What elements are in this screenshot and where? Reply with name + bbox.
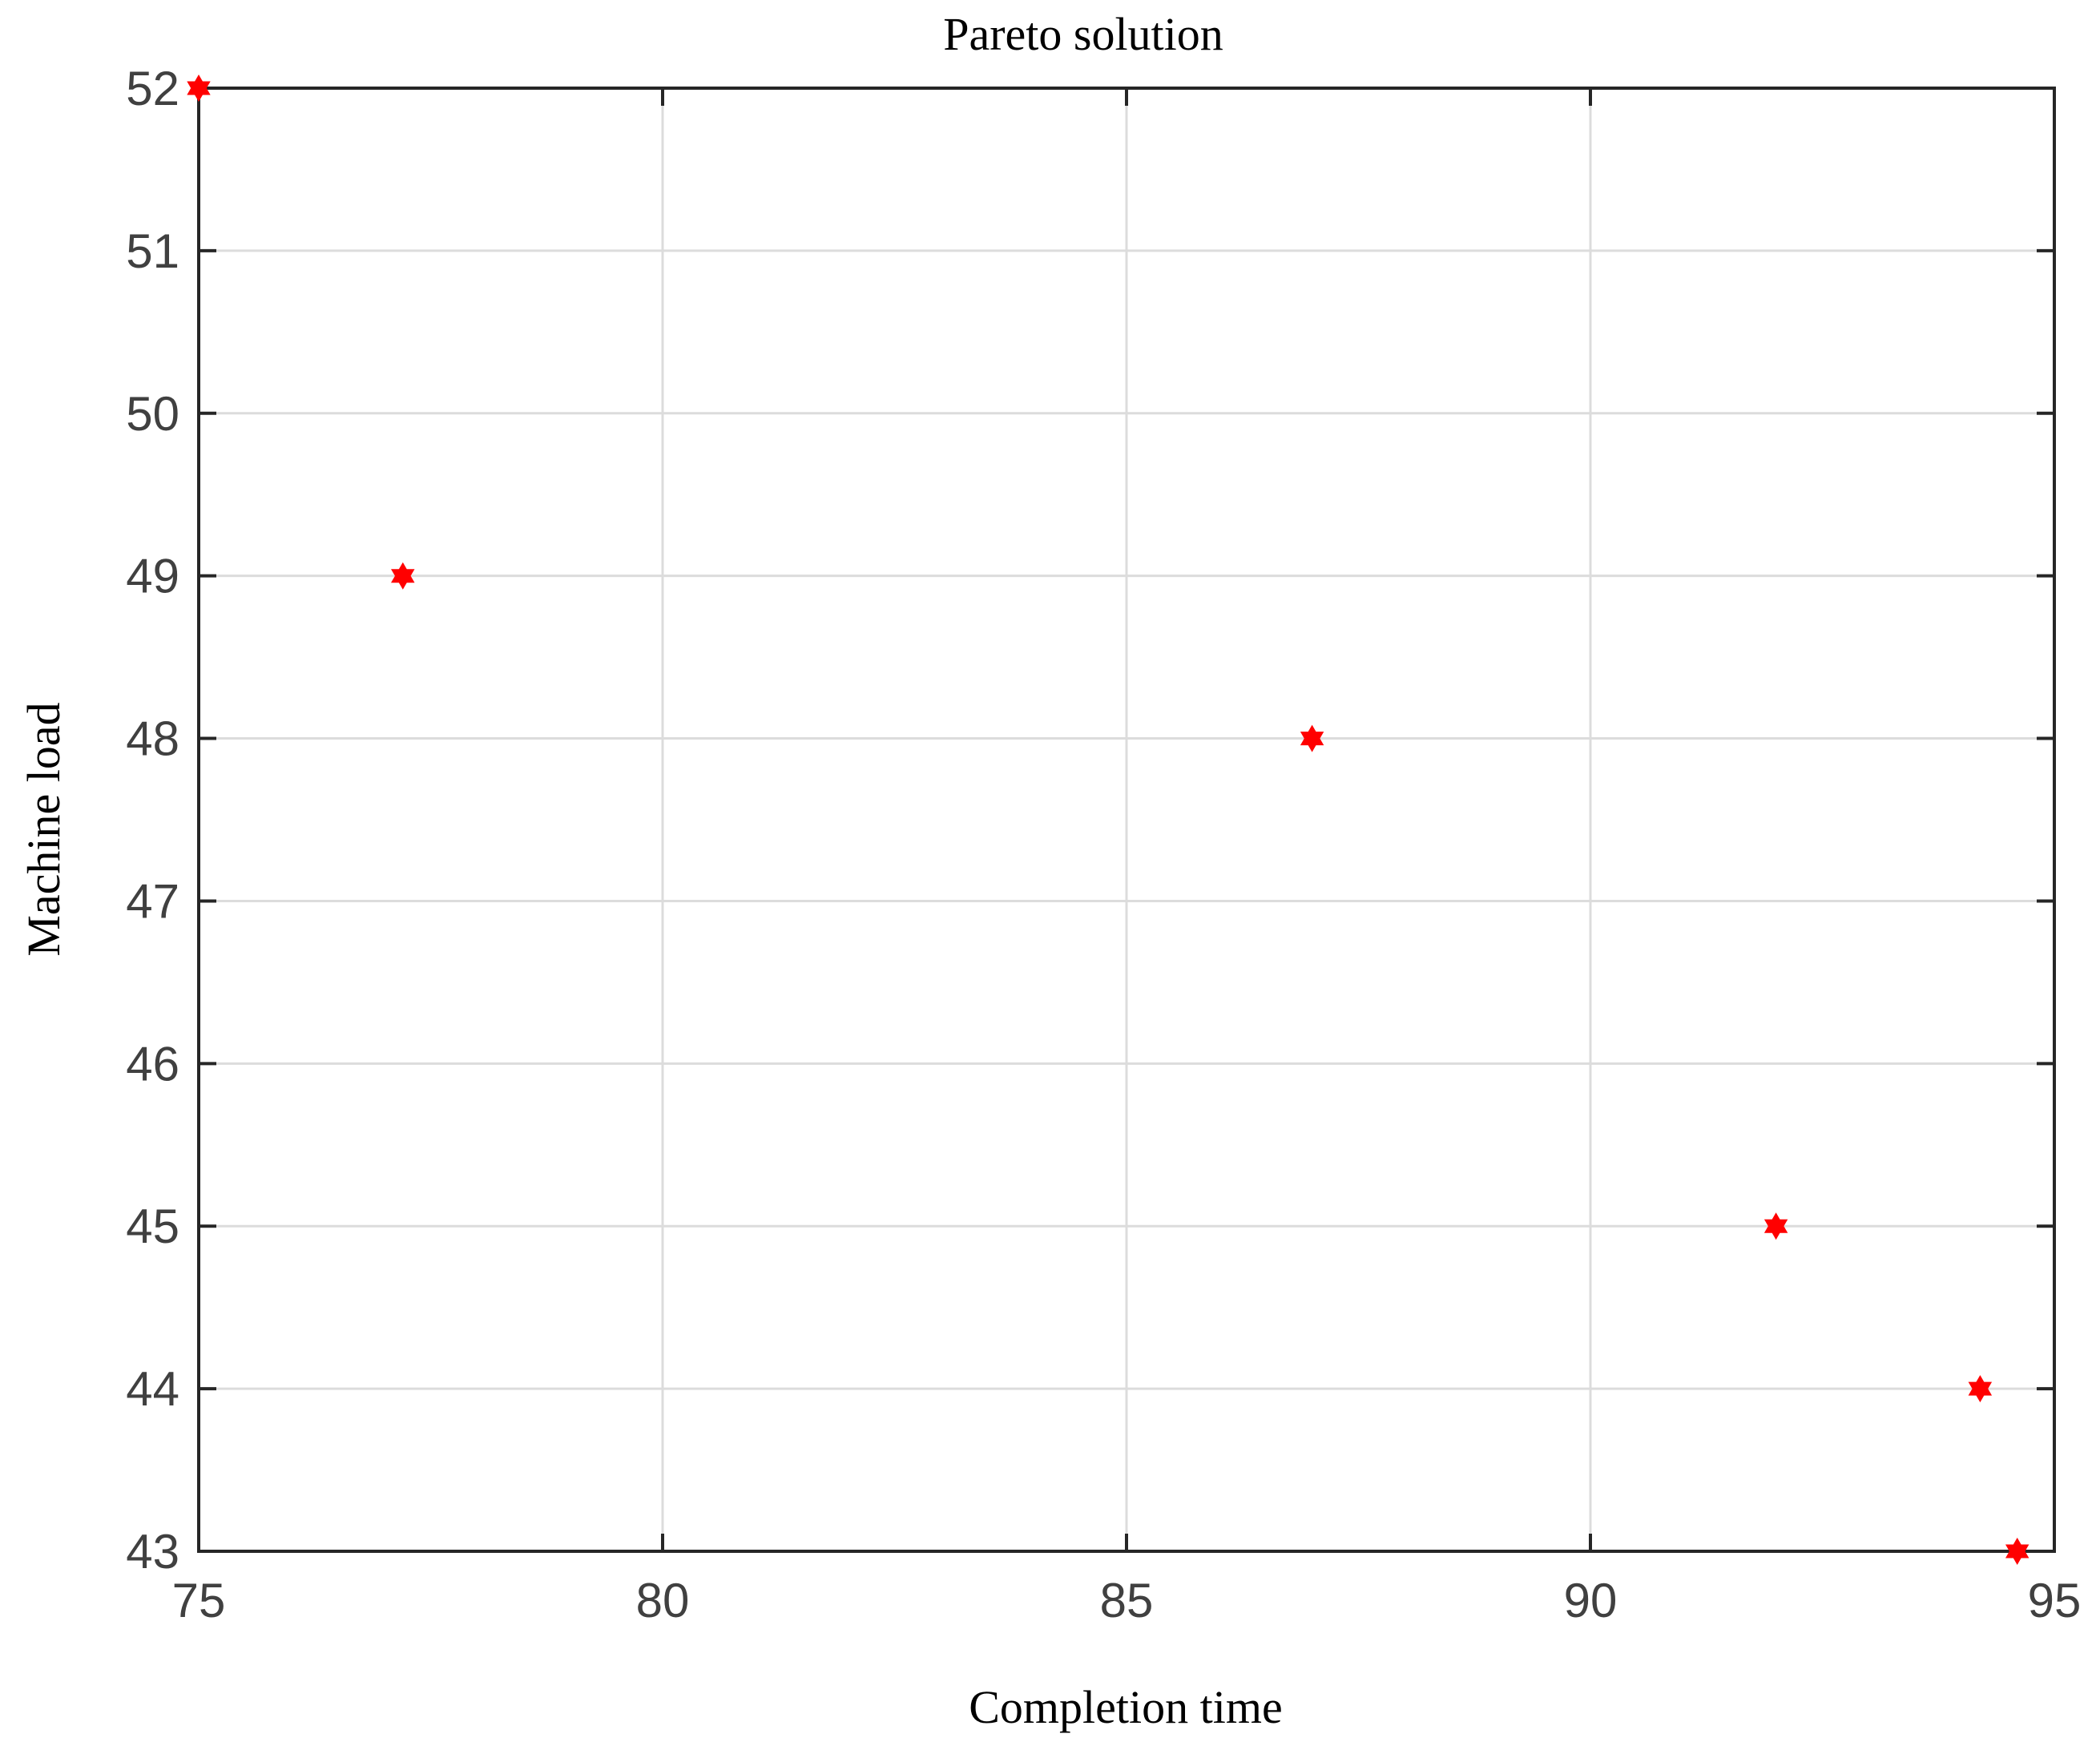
y-tick-label: 47: [126, 874, 179, 928]
tick-labels: 75 80 85 90 95 43 44 45 46 47 48 49 50 51 52: [126, 62, 2081, 1627]
y-tick-label: 50: [126, 387, 179, 441]
chart-title: Pareto solution: [943, 8, 1223, 60]
y-tick-label: 48: [126, 712, 179, 766]
axis-ticks: [197, 87, 2056, 1553]
x-tick-label: 90: [1564, 1574, 1618, 1627]
data-point: [1763, 1212, 1788, 1240]
data-point: [187, 75, 211, 102]
y-tick-label: 44: [126, 1362, 179, 1416]
y-tick-label: 45: [126, 1200, 179, 1253]
x-tick-label: 80: [636, 1574, 690, 1627]
x-axis-label: Completion time: [969, 1681, 1282, 1733]
data-point: [1968, 1375, 1993, 1403]
grid-lines: [199, 88, 2054, 1551]
y-tick-label: 51: [126, 224, 179, 278]
data-point: [2005, 1538, 2029, 1565]
y-tick-label: 49: [126, 550, 179, 603]
y-tick-label: 52: [126, 62, 179, 115]
x-tick-label: 85: [1100, 1574, 1154, 1627]
y-axis-label: Machine load: [18, 702, 70, 956]
y-tick-label: 43: [126, 1525, 179, 1579]
data-point: [391, 562, 415, 590]
x-tick-label: 95: [2028, 1574, 2082, 1627]
data-points: [187, 75, 2029, 1565]
y-tick-label: 46: [126, 1037, 179, 1091]
data-point: [1300, 724, 1324, 752]
x-tick-label: 75: [172, 1574, 226, 1627]
